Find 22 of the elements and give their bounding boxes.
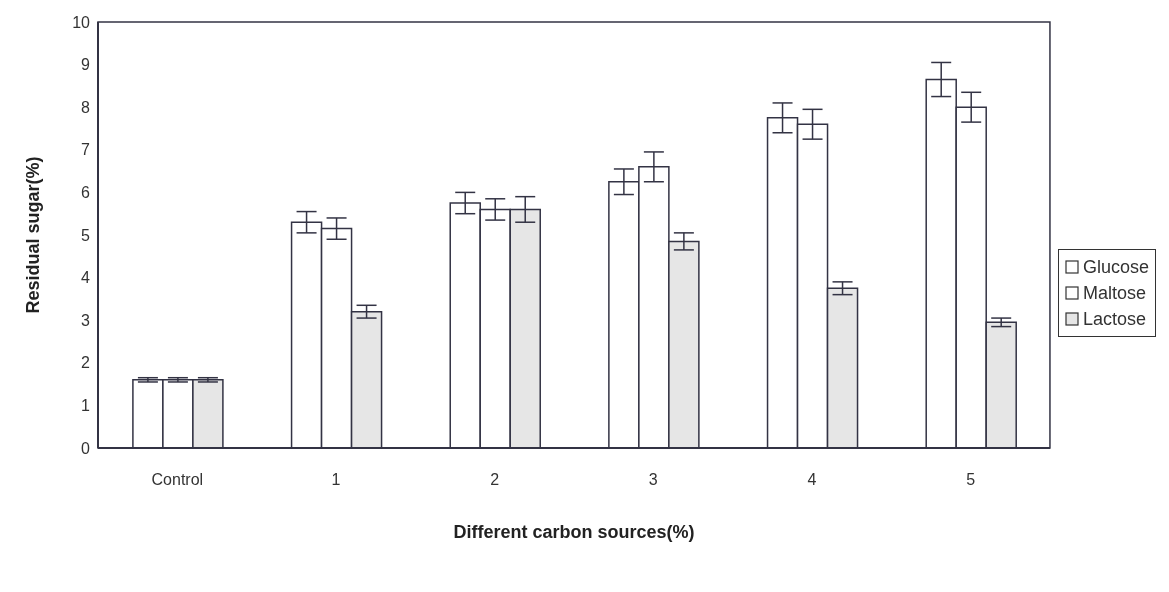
- x-tick-label: 5: [966, 471, 976, 489]
- y-tick-label: 3: [81, 311, 91, 329]
- y-tick-label: 8: [81, 98, 91, 116]
- y-tick-label: 2: [81, 354, 91, 372]
- x-tick-label: 2: [490, 471, 500, 489]
- y-tick-label: 0: [81, 439, 91, 457]
- x-tick-label: 3: [648, 471, 658, 489]
- y-tick-label: 4: [81, 269, 91, 287]
- y-tick-label: 6: [81, 184, 91, 202]
- y-axis-title: Residual sugar(%): [23, 156, 44, 314]
- text: Glucose: [1082, 256, 1149, 279]
- y-tick-label: 1: [81, 397, 91, 415]
- x-tick-label: 4: [807, 471, 817, 489]
- text: Maltose: [1082, 282, 1146, 305]
- y-tick-label: 9: [81, 56, 91, 74]
- x-axis-title: Different carbon sources(%): [453, 522, 695, 542]
- y-tick-label: 5: [81, 226, 91, 244]
- y-tick-label: 7: [81, 141, 91, 159]
- legend-label: Lactose: [1082, 308, 1146, 331]
- y-tick-label: 10: [72, 13, 91, 31]
- x-tick-label: Control: [151, 471, 204, 489]
- x-tick-label: 1: [331, 471, 341, 489]
